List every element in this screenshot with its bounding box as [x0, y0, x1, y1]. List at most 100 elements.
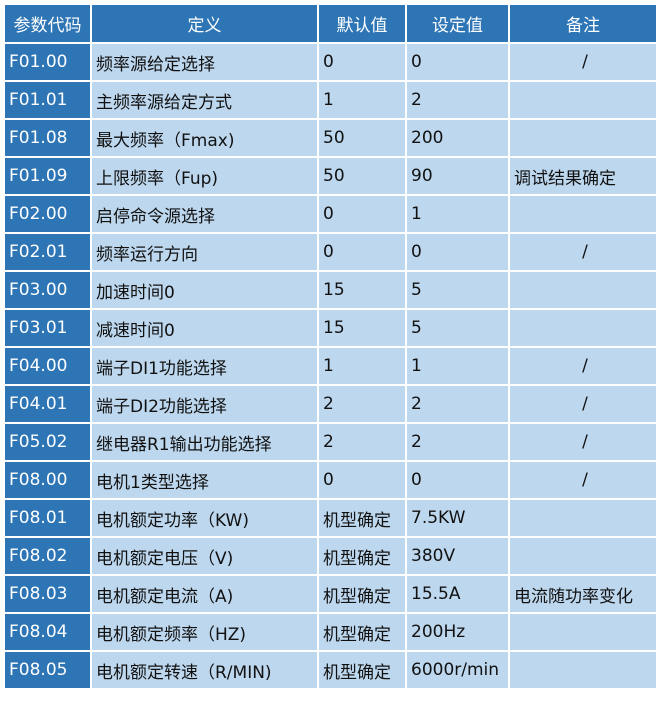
definition-cell: 最大频率（Fmax)	[90, 118, 319, 158]
note-cell	[508, 536, 658, 576]
note-cell: /	[508, 346, 658, 386]
default-cell: 0	[317, 460, 407, 500]
default-cell: 50	[317, 118, 407, 158]
code-cell: F02.00	[3, 194, 92, 234]
table-row: F08.01 电机额定功率（KW) 机型确定 7.5KW	[3, 498, 658, 538]
setting-cell: 0	[405, 460, 510, 500]
setting-cell: 200	[405, 118, 510, 158]
default-cell: 15	[317, 308, 407, 348]
default-cell: 0	[317, 42, 407, 82]
table-row: F08.00 电机1类型选择 0 0/	[3, 460, 658, 500]
table-row: F05.02 继电器R1输出功能选择 2 2/	[3, 422, 658, 462]
table-row: F01.09 上限频率（Fup) 50 90 调试结果确定	[3, 156, 658, 196]
code-cell: F01.08	[3, 118, 92, 158]
header-default: 默认值	[317, 3, 407, 44]
default-cell: 15	[317, 270, 407, 310]
definition-cell: 上限频率（Fup)	[90, 156, 319, 196]
table-row: F08.05 电机额定转速（R/MIN) 机型确定 6000r/min	[3, 650, 658, 690]
header-setting: 设定值	[405, 3, 510, 44]
setting-cell: 7.5KW	[405, 498, 510, 538]
default-cell: 0	[317, 232, 407, 272]
default-cell: 机型确定	[317, 574, 407, 614]
definition-cell: 主频率源给定方式	[90, 80, 319, 120]
code-cell: F08.01	[3, 498, 92, 538]
setting-cell: 1	[405, 194, 510, 234]
code-cell: F05.02	[3, 422, 92, 462]
default-cell: 1	[317, 80, 407, 120]
code-cell: F01.01	[3, 80, 92, 120]
setting-cell: 200Hz	[405, 612, 510, 652]
header-code: 参数代码	[3, 3, 92, 44]
table-row: F03.01 减速时间0 15 5	[3, 308, 658, 348]
default-cell: 机型确定	[317, 650, 407, 690]
table-row: F04.01 端子DI2功能选择 2 2/	[3, 384, 658, 424]
table-row: F08.02 电机额定电压（V) 机型确定 380V	[3, 536, 658, 576]
header-definition: 定义	[90, 3, 319, 44]
note-cell	[508, 612, 658, 652]
default-cell: 1	[317, 346, 407, 386]
code-cell: F08.00	[3, 460, 92, 500]
note-cell	[508, 270, 658, 310]
code-cell: F08.04	[3, 612, 92, 652]
setting-cell: 6000r/min	[405, 650, 510, 690]
definition-cell: 减速时间0	[90, 308, 319, 348]
code-cell: F02.01	[3, 232, 92, 272]
setting-cell: 1	[405, 346, 510, 386]
definition-cell: 电机额定转速（R/MIN)	[90, 650, 319, 690]
header-note: 备注	[508, 3, 658, 44]
note-cell: /	[508, 460, 658, 500]
definition-cell: 电机额定电压（V)	[90, 536, 319, 576]
note-cell	[508, 194, 658, 234]
definition-cell: 继电器R1输出功能选择	[90, 422, 319, 462]
table-row: F08.03 电机额定电流（A) 机型确定 15.5A 电流随功率变化	[3, 574, 658, 614]
code-cell: F01.09	[3, 156, 92, 196]
table-row: F01.00 频率源给定选择 0 0/	[3, 42, 658, 82]
setting-cell: 380V	[405, 536, 510, 576]
default-cell: 2	[317, 384, 407, 424]
definition-cell: 加速时间0	[90, 270, 319, 310]
parameter-table: 参数代码 定义 默认值 设定值 备注 F01.00 频率源给定选择 0 0/F01.0…	[3, 3, 658, 690]
code-cell: F08.05	[3, 650, 92, 690]
definition-cell: 电机额定功率（KW)	[90, 498, 319, 538]
default-cell: 0	[317, 194, 407, 234]
setting-cell: 2	[405, 384, 510, 424]
note-cell: /	[508, 42, 658, 82]
setting-cell: 5	[405, 308, 510, 348]
code-cell: F08.03	[3, 574, 92, 614]
code-cell: F03.00	[3, 270, 92, 310]
setting-cell: 0	[405, 232, 510, 272]
table-row: F02.01 频率运行方向 0 0/	[3, 232, 658, 272]
setting-cell: 5	[405, 270, 510, 310]
definition-cell: 端子DI2功能选择	[90, 384, 319, 424]
table-row: F01.08 最大频率（Fmax) 50 200	[3, 118, 658, 158]
setting-cell: 2	[405, 422, 510, 462]
setting-cell: 90	[405, 156, 510, 196]
setting-cell: 2	[405, 80, 510, 120]
definition-cell: 频率运行方向	[90, 232, 319, 272]
definition-cell: 电机额定电流（A)	[90, 574, 319, 614]
header-row: 参数代码 定义 默认值 设定值 备注	[3, 3, 658, 44]
table-row: F04.00 端子DI1功能选择 1 1/	[3, 346, 658, 386]
code-cell: F08.02	[3, 536, 92, 576]
table-row: F03.00 加速时间0 15 5	[3, 270, 658, 310]
table-row: F08.04 电机额定频率（HZ) 机型确定 200Hz	[3, 612, 658, 652]
default-cell: 机型确定	[317, 498, 407, 538]
note-cell	[508, 118, 658, 158]
definition-cell: 频率源给定选择	[90, 42, 319, 82]
note-cell	[508, 650, 658, 690]
code-cell: F01.00	[3, 42, 92, 82]
code-cell: F03.01	[3, 308, 92, 348]
default-cell: 机型确定	[317, 612, 407, 652]
code-cell: F04.00	[3, 346, 92, 386]
table-row: F02.00 启停命令源选择 0 1	[3, 194, 658, 234]
default-cell: 2	[317, 422, 407, 462]
note-cell: 电流随功率变化	[508, 574, 658, 614]
setting-cell: 0	[405, 42, 510, 82]
table-row: F01.01 主频率源给定方式 1 2	[3, 80, 658, 120]
setting-cell: 15.5A	[405, 574, 510, 614]
note-cell	[508, 80, 658, 120]
note-cell: 调试结果确定	[508, 156, 658, 196]
default-cell: 50	[317, 156, 407, 196]
definition-cell: 端子DI1功能选择	[90, 346, 319, 386]
code-cell: F04.01	[3, 384, 92, 424]
